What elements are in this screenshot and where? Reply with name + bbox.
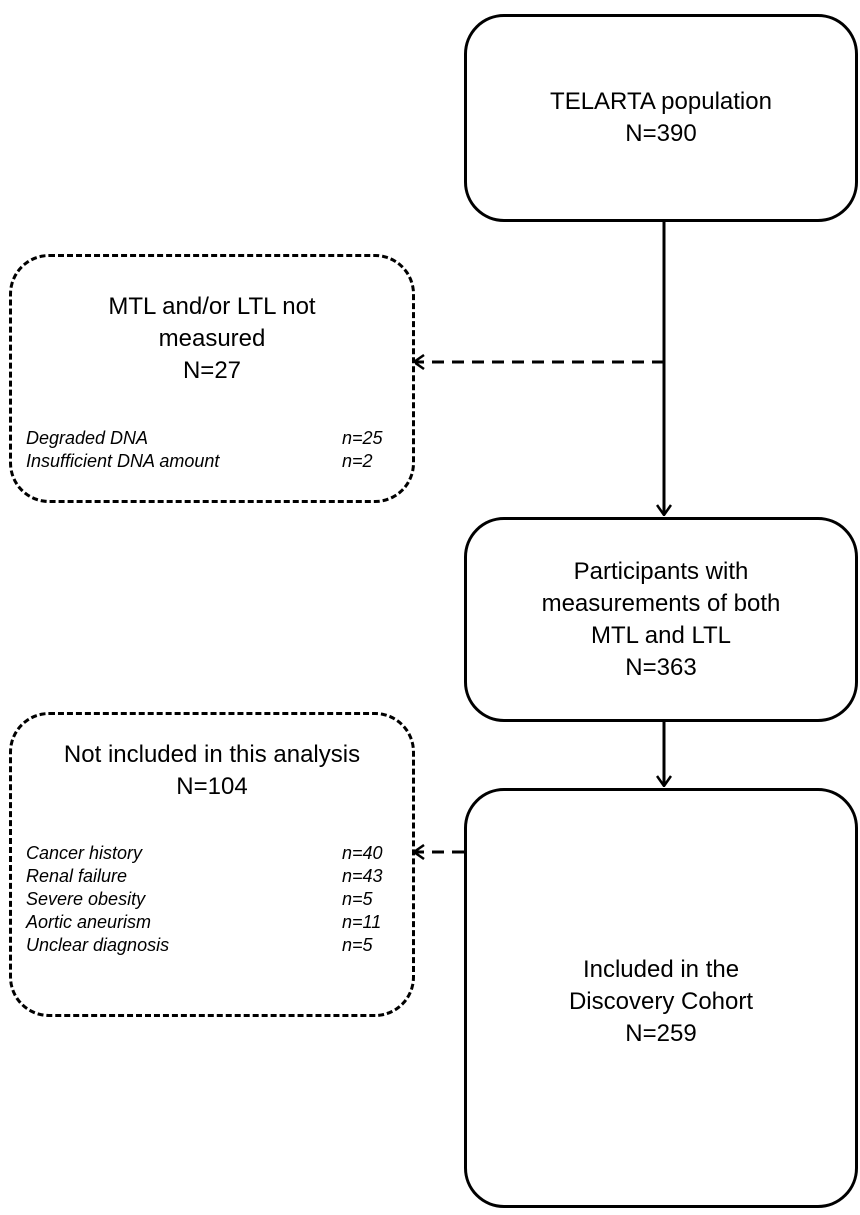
reason-row: Aortic aneurism n=11 xyxy=(26,911,402,934)
reason-count: n=5 xyxy=(342,889,373,909)
exclusion1-reasons: Degraded DNA n=25 Insufficient DNA amoun… xyxy=(26,427,402,473)
box2-line-4: N=363 xyxy=(625,653,697,681)
flow-box-discovery-cohort: Included in the Discovery Cohort N=259 xyxy=(464,788,858,1208)
reason-count: n=11 xyxy=(342,912,382,932)
reason-count: n=2 xyxy=(342,451,373,471)
exclusion-box-not-measured: MTL and/or LTL not measured N=27 Degrade… xyxy=(9,254,415,503)
exclusion1-title-line-2: measured xyxy=(158,325,266,352)
exclusion2-title-line-2: N=104 xyxy=(176,773,248,800)
reason-label: Insufficient DNA amount xyxy=(26,451,220,471)
box3-line-2: Discovery Cohort xyxy=(568,988,754,1015)
reason-row: Renal failure n=43 xyxy=(26,865,402,888)
reason-row: Severe obesity n=5 xyxy=(26,888,402,911)
box1-line-2: N=390 xyxy=(625,120,697,147)
reason-label: Renal failure xyxy=(26,866,128,886)
reason-row: Unclear diagnosis n=5 xyxy=(26,934,402,957)
reason-label: Degraded DNA xyxy=(26,428,149,448)
reason-row: Insufficient DNA amount n=2 xyxy=(26,450,402,473)
box2-line-1: Participants with xyxy=(573,557,749,585)
exclusion2-reasons: Cancer history n=40 Renal failure n=43 S… xyxy=(26,842,402,957)
exclusion-box-not-included: Not included in this analysis N=104 Canc… xyxy=(9,712,415,1017)
box1-line-1: TELARTA population xyxy=(550,88,772,115)
reason-count: n=5 xyxy=(342,935,373,955)
exclusion1-title-line-1: MTL and/or LTL not xyxy=(108,293,316,320)
flow-box-participants: Participants with measurements of both M… xyxy=(464,517,858,722)
flow-box-telarta-population: TELARTA population N=390 xyxy=(464,14,858,222)
box3-line-3: N=259 xyxy=(625,1020,697,1047)
reason-count: n=43 xyxy=(342,866,383,886)
box2-line-3: MTL and LTL xyxy=(590,621,732,649)
box2-line-2: measurements of both xyxy=(541,589,781,617)
exclusion2-title-line-1: Not included in this analysis xyxy=(63,741,361,768)
reason-row: Cancer history n=40 xyxy=(26,842,402,865)
reason-label: Aortic aneurism xyxy=(26,912,152,932)
box3-line-1: Included in the xyxy=(582,956,740,983)
reason-count: n=40 xyxy=(342,843,383,863)
reason-label: Unclear diagnosis xyxy=(26,935,170,955)
reason-label: Cancer history xyxy=(26,843,143,863)
reason-row: Degraded DNA n=25 xyxy=(26,427,402,450)
exclusion1-title: MTL and/or LTL not measured N=27 xyxy=(12,291,412,387)
exclusion2-title: Not included in this analysis N=104 xyxy=(12,739,412,803)
exclusion1-title-line-3: N=27 xyxy=(182,357,242,384)
reason-count: n=25 xyxy=(342,428,383,448)
reason-label: Severe obesity xyxy=(26,889,146,909)
